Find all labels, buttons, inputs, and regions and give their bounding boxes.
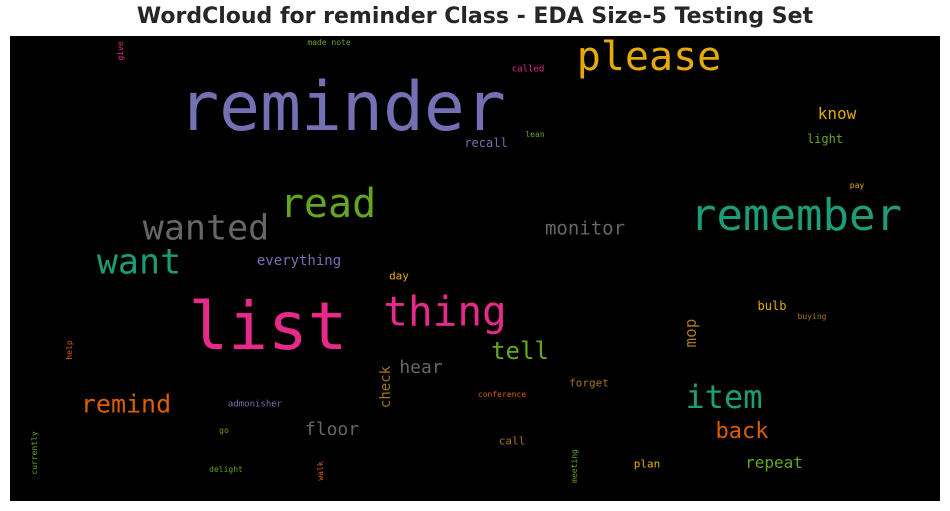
word-monitor: monitor <box>544 217 626 240</box>
word-want: want <box>96 242 182 283</box>
word-conference: conference <box>477 390 527 399</box>
word-light: light <box>806 132 844 146</box>
word-remind: remind <box>80 389 172 419</box>
word-called: called <box>511 64 545 75</box>
word-forget: forget <box>569 376 609 390</box>
word-hear: hear <box>399 357 443 378</box>
word-call: call <box>498 434 526 448</box>
word-day: day <box>389 269 409 283</box>
word-admonisher: admonisher <box>227 399 283 410</box>
word-floor: floor <box>304 419 360 440</box>
word-know: know <box>817 104 857 123</box>
word-meeting: meeting <box>570 449 579 483</box>
word-delight: delight <box>209 465 243 474</box>
word-read: read <box>279 181 377 227</box>
word-thing: thing <box>383 287 507 336</box>
word-reminder: reminder <box>178 68 506 147</box>
word-please: please <box>576 36 722 80</box>
word-item: item <box>685 378 763 416</box>
word-walk: walk <box>316 461 325 481</box>
word-bulb: bulb <box>757 299 787 313</box>
word-mop: mop <box>681 318 700 348</box>
word-remember: remember <box>690 190 902 241</box>
wordcloud-canvas: reminder list remember please read wante… <box>10 36 940 501</box>
word-back: back <box>715 419 769 444</box>
word-list: list <box>188 288 348 365</box>
word-go: go <box>219 426 229 435</box>
word-everything: everything <box>256 253 342 269</box>
word-currently: currently <box>30 431 39 475</box>
word-check: check <box>378 365 394 409</box>
word-pay: pay <box>849 181 865 190</box>
figure-title: WordCloud for reminder Class - EDA Size-… <box>136 4 814 29</box>
word-wanted: wanted <box>142 208 270 249</box>
word-plan: plan <box>633 457 661 471</box>
word-tell: tell <box>491 337 549 365</box>
word-give: give <box>116 41 125 61</box>
word-help: help <box>65 340 74 360</box>
word-repeat: repeat <box>745 453 803 472</box>
word-recall: recall <box>464 136 508 150</box>
word-buying: buying <box>797 312 827 321</box>
word-lean: lean <box>525 130 545 139</box>
word-made-note: made note <box>307 38 351 47</box>
